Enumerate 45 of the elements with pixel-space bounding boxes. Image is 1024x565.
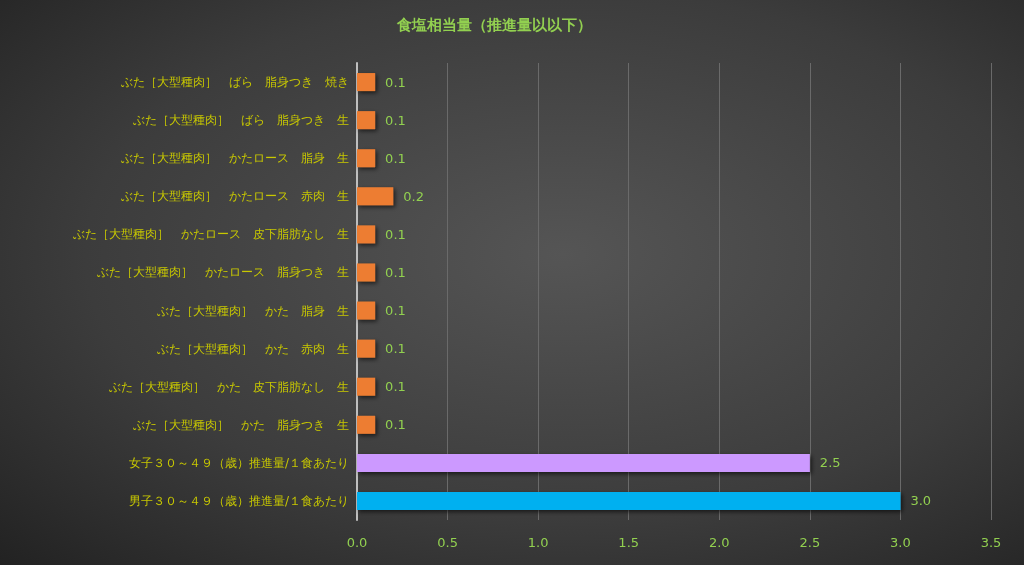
bar [357, 301, 376, 320]
x-tick-label: 2.5 [799, 535, 821, 550]
y-tick-label: ぶた［大型種肉］ かたロース 脂身つき 生 [97, 265, 349, 280]
data-label: 0.1 [385, 226, 406, 242]
y-tick-label: ぶた［大型種肉］ かた 脂身つき 生 [133, 417, 349, 432]
x-tick-label: 0.0 [346, 535, 368, 550]
x-tick-label: 0.5 [437, 535, 458, 550]
data-label: 0.1 [385, 341, 406, 357]
x-tick-label: 1.0 [527, 535, 549, 550]
bar [357, 187, 394, 206]
y-tick-label: ぶた［大型種肉］ かた 赤肉 生 [157, 341, 349, 356]
bar [357, 415, 376, 434]
bar [357, 149, 376, 168]
y-tick-label: ぶた［大型種肉］ かた 皮下脂肪なし 生 [109, 379, 349, 394]
chart-title: 食塩相当量（推進量以以下） [396, 15, 592, 34]
x-tick-label: 3.0 [890, 535, 911, 550]
data-label: 0.1 [385, 303, 406, 319]
y-tick-label: ぶた［大型種肉］ かた 脂身 生 [157, 303, 349, 318]
x-tick-label: 2.0 [708, 535, 730, 550]
y-tick-label: ぶた［大型種肉］ かたロース 赤肉 生 [121, 189, 349, 204]
y-tick-label: 男子３０～４９（歳）推進量/１食あたり [128, 493, 349, 508]
data-label: 0.1 [385, 379, 406, 395]
y-tick-label: ぶた［大型種肉］ かたロース 皮下脂肪なし 生 [73, 227, 349, 242]
data-label: 0.1 [385, 150, 406, 166]
y-tick-label: ぶた［大型種肉］ ばら 脂身つき 焼き [121, 75, 349, 90]
data-label: 0.2 [403, 188, 424, 204]
bar [357, 377, 376, 396]
bar [357, 225, 376, 244]
data-label: 0.1 [385, 264, 406, 280]
data-label: 0.1 [385, 112, 406, 128]
x-tick-label: 3.5 [980, 535, 1002, 550]
data-label: 0.1 [385, 417, 406, 433]
bar [357, 263, 376, 282]
data-label: 2.5 [819, 455, 841, 471]
bar [357, 339, 376, 358]
bar [357, 491, 901, 510]
data-label: 0.1 [385, 74, 406, 90]
x-tick-label: 1.5 [618, 535, 640, 550]
bar [357, 453, 810, 472]
bar [357, 73, 376, 92]
data-label: 3.0 [910, 493, 932, 509]
y-tick-label: 女子３０～４９（歳）推進量/１食あたり [128, 455, 349, 470]
y-tick-label: ぶた［大型種肉］ ばら 脂身つき 生 [133, 113, 349, 128]
y-tick-label: ぶた［大型種肉］ かたロース 脂身 生 [121, 151, 349, 166]
bar [357, 111, 376, 130]
